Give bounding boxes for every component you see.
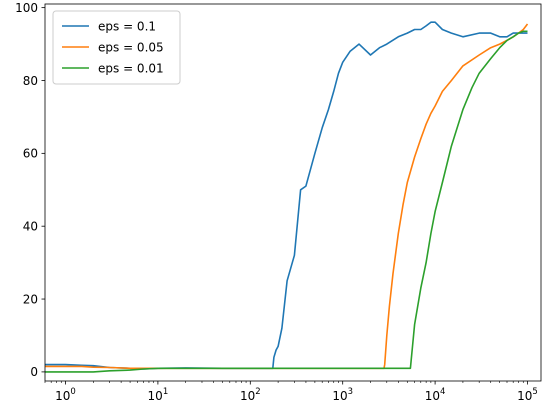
x-tick-label: 102 [240, 387, 261, 403]
y-tick-label: 80 [23, 74, 38, 88]
x-tick-label: 101 [148, 387, 169, 403]
x-axis: 100 101 102 103 104 105 [44, 381, 538, 403]
series-layer [45, 21, 529, 373]
legend-label-3: eps = 0.01 [98, 61, 164, 75]
y-tick-label: 60 [23, 147, 38, 161]
legend-label-1: eps = 0.1 [98, 19, 156, 33]
y-tick-label: 0 [30, 365, 38, 379]
y-tick-label: 100 [15, 1, 38, 15]
x-tick-label: 103 [332, 387, 353, 403]
plot-frame [44, 3, 542, 382]
legend-box [52, 10, 181, 85]
series-line-3 [45, 30, 528, 373]
x-tick-label: 100 [55, 387, 76, 403]
x-tick-label: 105 [517, 387, 538, 403]
y-tick-label: 40 [23, 219, 38, 233]
x-tick-label: 104 [425, 387, 446, 403]
legend: eps = 0.1 eps = 0.05 eps = 0.01 [52, 10, 181, 85]
y-axis: 0 20 40 60 80 100 [15, 1, 45, 379]
legend-label-2: eps = 0.05 [98, 40, 164, 54]
y-tick-label: 20 [23, 292, 38, 306]
